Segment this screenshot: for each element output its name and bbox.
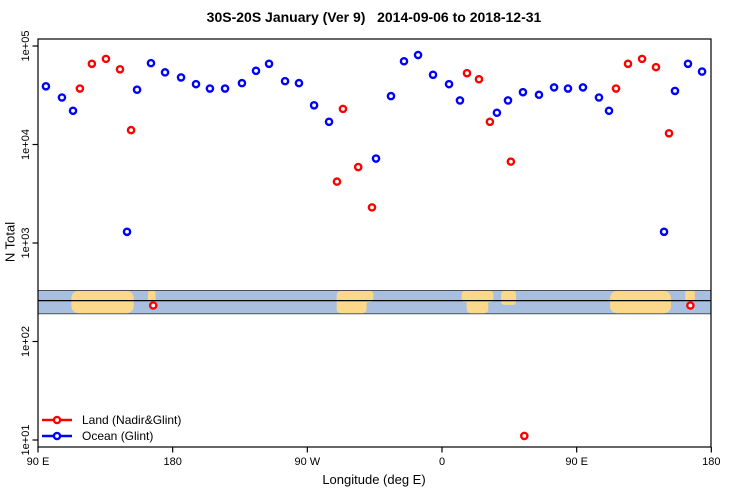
y-tick-label: 1e+05 bbox=[20, 31, 32, 62]
data-point-ocean bbox=[122, 227, 132, 237]
data-point-ocean bbox=[220, 84, 230, 93]
data-point-ocean bbox=[205, 84, 215, 93]
data-point-land bbox=[462, 68, 472, 78]
y-tick-label: 1e+04 bbox=[20, 129, 32, 160]
legend-item-land: Land (Nadir&Glint) bbox=[40, 412, 181, 428]
data-point-ocean bbox=[399, 56, 409, 66]
ocean-series-marker-icon bbox=[42, 431, 72, 441]
data-point-land bbox=[664, 128, 674, 138]
data-point-ocean bbox=[41, 81, 51, 91]
map-band-land-patch bbox=[466, 291, 489, 314]
map-band-land-patch bbox=[610, 291, 671, 314]
y-tick-label: 1e+01 bbox=[20, 425, 32, 456]
data-point-ocean bbox=[386, 91, 396, 101]
data-point-ocean bbox=[176, 73, 186, 82]
data-point-ocean bbox=[191, 79, 201, 89]
chart-title: 30S-20S January (Ver 9) 2014-09-06 to 20… bbox=[206, 9, 542, 25]
x-tick-label: 180 bbox=[702, 456, 720, 468]
data-point-ocean bbox=[549, 83, 559, 92]
data-point-ocean bbox=[324, 117, 334, 127]
data-point-ocean bbox=[237, 78, 247, 88]
data-point-land bbox=[651, 62, 661, 72]
y-tick-label: 1e+02 bbox=[20, 326, 32, 357]
data-point-land bbox=[506, 157, 516, 166]
map-band-land-patch bbox=[685, 291, 695, 301]
data-point-ocean bbox=[503, 96, 513, 105]
data-point-ocean bbox=[264, 59, 274, 69]
x-axis-title: Longitude (deg E) bbox=[322, 472, 426, 487]
data-point-land bbox=[367, 203, 377, 212]
data-point-land bbox=[474, 74, 484, 84]
data-point-ocean bbox=[444, 79, 454, 89]
data-point-land bbox=[101, 54, 111, 64]
data-point-ocean bbox=[578, 83, 588, 92]
data-point-ocean bbox=[309, 101, 319, 110]
data-point-ocean bbox=[294, 78, 304, 88]
map-band-land-patch bbox=[147, 291, 156, 301]
data-point-ocean bbox=[68, 106, 78, 116]
data-point-land bbox=[87, 59, 97, 69]
plot-border bbox=[37, 38, 712, 448]
land-series-marker-icon bbox=[42, 415, 72, 425]
x-tick-label: 90 W bbox=[294, 456, 320, 468]
data-point-land bbox=[611, 84, 621, 93]
data-point-ocean bbox=[697, 67, 707, 76]
data-point-land bbox=[75, 84, 85, 93]
data-point-land bbox=[353, 162, 363, 172]
data-point-ocean bbox=[371, 154, 381, 163]
data-point-ocean bbox=[428, 70, 438, 80]
data-point-land bbox=[686, 301, 695, 310]
data-point-ocean bbox=[146, 58, 156, 68]
y-tick-label: 1e+03 bbox=[20, 228, 32, 259]
data-point-land bbox=[332, 177, 342, 186]
data-point-land bbox=[148, 301, 158, 310]
legend: Land (Nadir&Glint) Ocean (Glint) bbox=[40, 412, 181, 444]
data-point-ocean bbox=[57, 93, 67, 102]
data-point-ocean bbox=[132, 85, 142, 95]
x-tick-label: 0 bbox=[439, 456, 445, 468]
data-point-land bbox=[637, 54, 647, 64]
data-point-ocean bbox=[683, 59, 693, 69]
data-point-ocean bbox=[594, 93, 604, 102]
data-point-land bbox=[485, 117, 495, 127]
data-point-ocean bbox=[160, 68, 170, 77]
data-point-land bbox=[623, 59, 633, 69]
map-band-land-patch bbox=[501, 291, 517, 305]
data-point-ocean bbox=[563, 84, 573, 93]
x-tick-label: 90 E bbox=[565, 456, 588, 468]
legend-label-ocean: Ocean (Glint) bbox=[82, 429, 154, 443]
x-tick-label: 90 E bbox=[27, 456, 50, 468]
data-point-ocean bbox=[604, 106, 614, 116]
data-point-land bbox=[126, 125, 136, 135]
data-point-ocean bbox=[455, 96, 465, 105]
data-point-land bbox=[338, 104, 348, 114]
data-point-ocean bbox=[280, 76, 290, 86]
data-point-ocean bbox=[534, 90, 544, 100]
data-point-land bbox=[519, 431, 529, 441]
x-tick-label: 180 bbox=[163, 456, 181, 468]
data-point-land bbox=[115, 65, 125, 74]
data-point-ocean bbox=[518, 87, 528, 97]
legend-label-land: Land (Nadir&Glint) bbox=[82, 413, 182, 427]
data-point-ocean bbox=[413, 50, 423, 60]
data-point-ocean bbox=[659, 227, 669, 237]
map-band-land-patch bbox=[336, 291, 367, 314]
map-band-land-patch bbox=[71, 291, 134, 314]
data-point-ocean bbox=[251, 66, 261, 76]
data-point-ocean bbox=[670, 86, 680, 96]
legend-item-ocean: Ocean (Glint) bbox=[40, 428, 181, 444]
data-point-ocean bbox=[492, 108, 502, 118]
